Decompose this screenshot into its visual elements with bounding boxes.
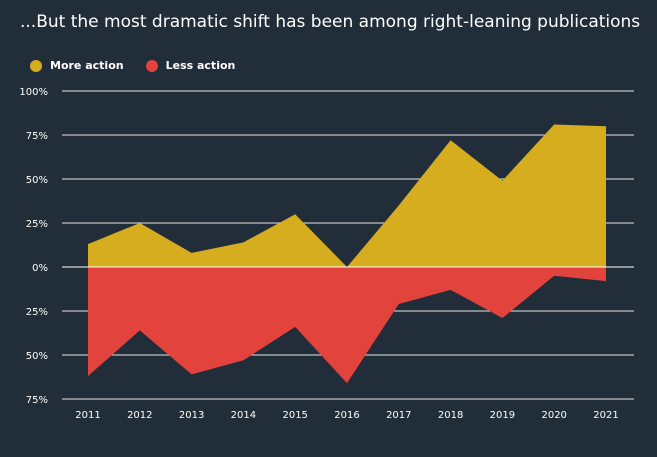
y-tick-label: 50% xyxy=(26,351,48,362)
x-tick-label: 2020 xyxy=(541,410,566,421)
y-tick-label: 75% xyxy=(26,131,48,142)
legend-item-more-action: More action xyxy=(30,59,124,72)
x-tick-label: 2016 xyxy=(334,410,359,421)
legend-label: More action xyxy=(50,59,124,72)
area-more-action xyxy=(88,124,606,267)
x-tick-label: 2021 xyxy=(593,410,618,421)
y-tick-label: 25% xyxy=(26,307,48,318)
y-tick-label: 50% xyxy=(26,175,48,186)
area-less-action xyxy=(88,267,606,384)
x-tick-label: 2014 xyxy=(231,410,256,421)
x-tick-label: 2017 xyxy=(386,410,411,421)
x-tick-label: 2012 xyxy=(127,410,152,421)
x-tick-label: 2013 xyxy=(179,410,204,421)
legend-item-less-action: Less action xyxy=(145,59,236,72)
y-tick-label: 25% xyxy=(26,219,48,230)
x-tick-label: 2015 xyxy=(282,410,307,421)
y-tick-label: 0% xyxy=(32,263,48,274)
legend-swatch-less-action xyxy=(145,59,158,72)
legend: More action Less action xyxy=(30,59,235,72)
chart-title: ...But the most dramatic shift has been … xyxy=(20,12,641,32)
legend-swatch-more-action xyxy=(30,59,42,72)
legend-label: Less action xyxy=(165,59,236,72)
y-tick-label: 100% xyxy=(19,87,48,98)
x-tick-label: 2019 xyxy=(490,410,515,421)
y-tick-label: 75% xyxy=(26,395,48,406)
x-tick-label: 2018 xyxy=(438,410,463,421)
x-tick-label: 2011 xyxy=(75,410,100,421)
